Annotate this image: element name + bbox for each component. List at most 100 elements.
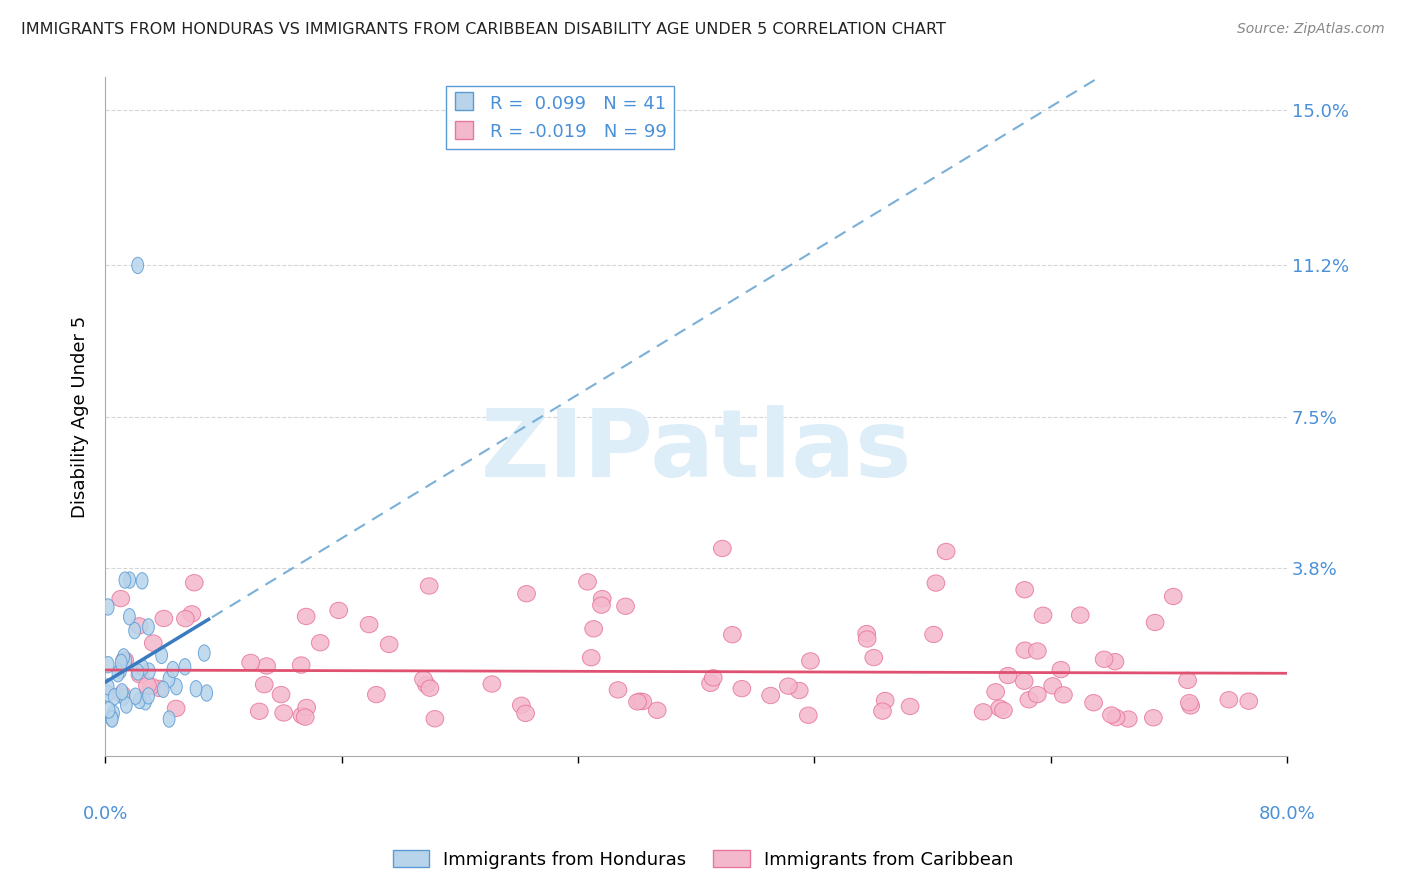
Y-axis label: Disability Age Under 5: Disability Age Under 5 (72, 316, 89, 517)
Ellipse shape (107, 711, 118, 727)
Ellipse shape (198, 645, 209, 661)
Ellipse shape (163, 671, 174, 687)
Ellipse shape (991, 700, 1008, 716)
Ellipse shape (628, 694, 647, 710)
Legend: R =  0.099   N = 41, R = -0.019   N = 99: R = 0.099 N = 41, R = -0.019 N = 99 (447, 87, 673, 149)
Ellipse shape (103, 599, 114, 615)
Ellipse shape (294, 707, 311, 723)
Ellipse shape (115, 652, 134, 668)
Ellipse shape (292, 657, 309, 673)
Ellipse shape (157, 681, 169, 698)
Ellipse shape (994, 702, 1012, 719)
Ellipse shape (426, 711, 444, 727)
Ellipse shape (801, 653, 820, 669)
Ellipse shape (330, 602, 347, 618)
Ellipse shape (142, 688, 155, 704)
Ellipse shape (117, 683, 128, 700)
Ellipse shape (420, 578, 439, 594)
Ellipse shape (858, 625, 876, 641)
Ellipse shape (298, 699, 315, 715)
Ellipse shape (311, 634, 329, 651)
Ellipse shape (103, 679, 114, 695)
Ellipse shape (579, 574, 596, 591)
Ellipse shape (103, 657, 114, 673)
Ellipse shape (1035, 607, 1052, 624)
Ellipse shape (256, 676, 273, 693)
Ellipse shape (124, 608, 135, 625)
Ellipse shape (1240, 693, 1257, 709)
Ellipse shape (167, 700, 186, 716)
Ellipse shape (1000, 667, 1017, 683)
Ellipse shape (779, 678, 797, 694)
Ellipse shape (1178, 673, 1197, 689)
Ellipse shape (142, 678, 160, 694)
Ellipse shape (145, 635, 162, 651)
Ellipse shape (1102, 706, 1121, 723)
Ellipse shape (190, 681, 202, 697)
Ellipse shape (120, 572, 131, 589)
Ellipse shape (1071, 607, 1090, 624)
Ellipse shape (105, 710, 118, 727)
Ellipse shape (1015, 582, 1033, 598)
Ellipse shape (1164, 589, 1182, 605)
Ellipse shape (179, 658, 191, 675)
Ellipse shape (112, 591, 129, 607)
Ellipse shape (517, 585, 536, 602)
Ellipse shape (367, 687, 385, 703)
Ellipse shape (1054, 687, 1073, 703)
Text: Source: ZipAtlas.com: Source: ZipAtlas.com (1237, 22, 1385, 37)
Text: ZIPatlas: ZIPatlas (481, 405, 911, 497)
Ellipse shape (136, 573, 148, 589)
Ellipse shape (790, 682, 808, 698)
Ellipse shape (112, 686, 131, 702)
Text: IMMIGRANTS FROM HONDURAS VS IMMIGRANTS FROM CARIBBEAN DISABILITY AGE UNDER 5 COR: IMMIGRANTS FROM HONDURAS VS IMMIGRANTS F… (21, 22, 946, 37)
Ellipse shape (115, 655, 127, 671)
Ellipse shape (1119, 711, 1137, 727)
Ellipse shape (167, 661, 179, 678)
Ellipse shape (118, 689, 129, 706)
Ellipse shape (704, 670, 723, 686)
Ellipse shape (418, 677, 436, 693)
Ellipse shape (1084, 695, 1102, 711)
Ellipse shape (177, 610, 194, 627)
Ellipse shape (1181, 695, 1198, 711)
Ellipse shape (115, 663, 127, 679)
Ellipse shape (129, 623, 141, 639)
Ellipse shape (120, 653, 132, 669)
Legend: Immigrants from Honduras, Immigrants from Caribbean: Immigrants from Honduras, Immigrants fro… (385, 843, 1021, 876)
Ellipse shape (380, 636, 398, 653)
Ellipse shape (131, 666, 149, 683)
Ellipse shape (609, 681, 627, 698)
Ellipse shape (927, 574, 945, 591)
Ellipse shape (297, 709, 314, 725)
Ellipse shape (592, 597, 610, 614)
Ellipse shape (136, 659, 148, 676)
Text: 80.0%: 80.0% (1258, 805, 1315, 822)
Ellipse shape (1015, 673, 1033, 690)
Ellipse shape (186, 574, 202, 591)
Ellipse shape (876, 692, 894, 708)
Ellipse shape (800, 707, 817, 723)
Ellipse shape (585, 621, 603, 637)
Ellipse shape (415, 671, 433, 688)
Ellipse shape (1029, 643, 1046, 659)
Ellipse shape (713, 541, 731, 557)
Ellipse shape (103, 685, 114, 702)
Ellipse shape (901, 698, 920, 714)
Ellipse shape (517, 706, 534, 722)
Ellipse shape (1017, 642, 1033, 658)
Ellipse shape (987, 683, 1004, 700)
Ellipse shape (1019, 691, 1038, 708)
Ellipse shape (134, 692, 145, 708)
Ellipse shape (360, 616, 378, 632)
Ellipse shape (297, 608, 315, 624)
Ellipse shape (129, 688, 142, 705)
Ellipse shape (124, 572, 135, 589)
Ellipse shape (139, 694, 152, 710)
Ellipse shape (112, 665, 124, 682)
Ellipse shape (201, 685, 212, 701)
Ellipse shape (1220, 691, 1237, 708)
Ellipse shape (1144, 710, 1163, 726)
Ellipse shape (1052, 661, 1070, 678)
Ellipse shape (1028, 687, 1046, 703)
